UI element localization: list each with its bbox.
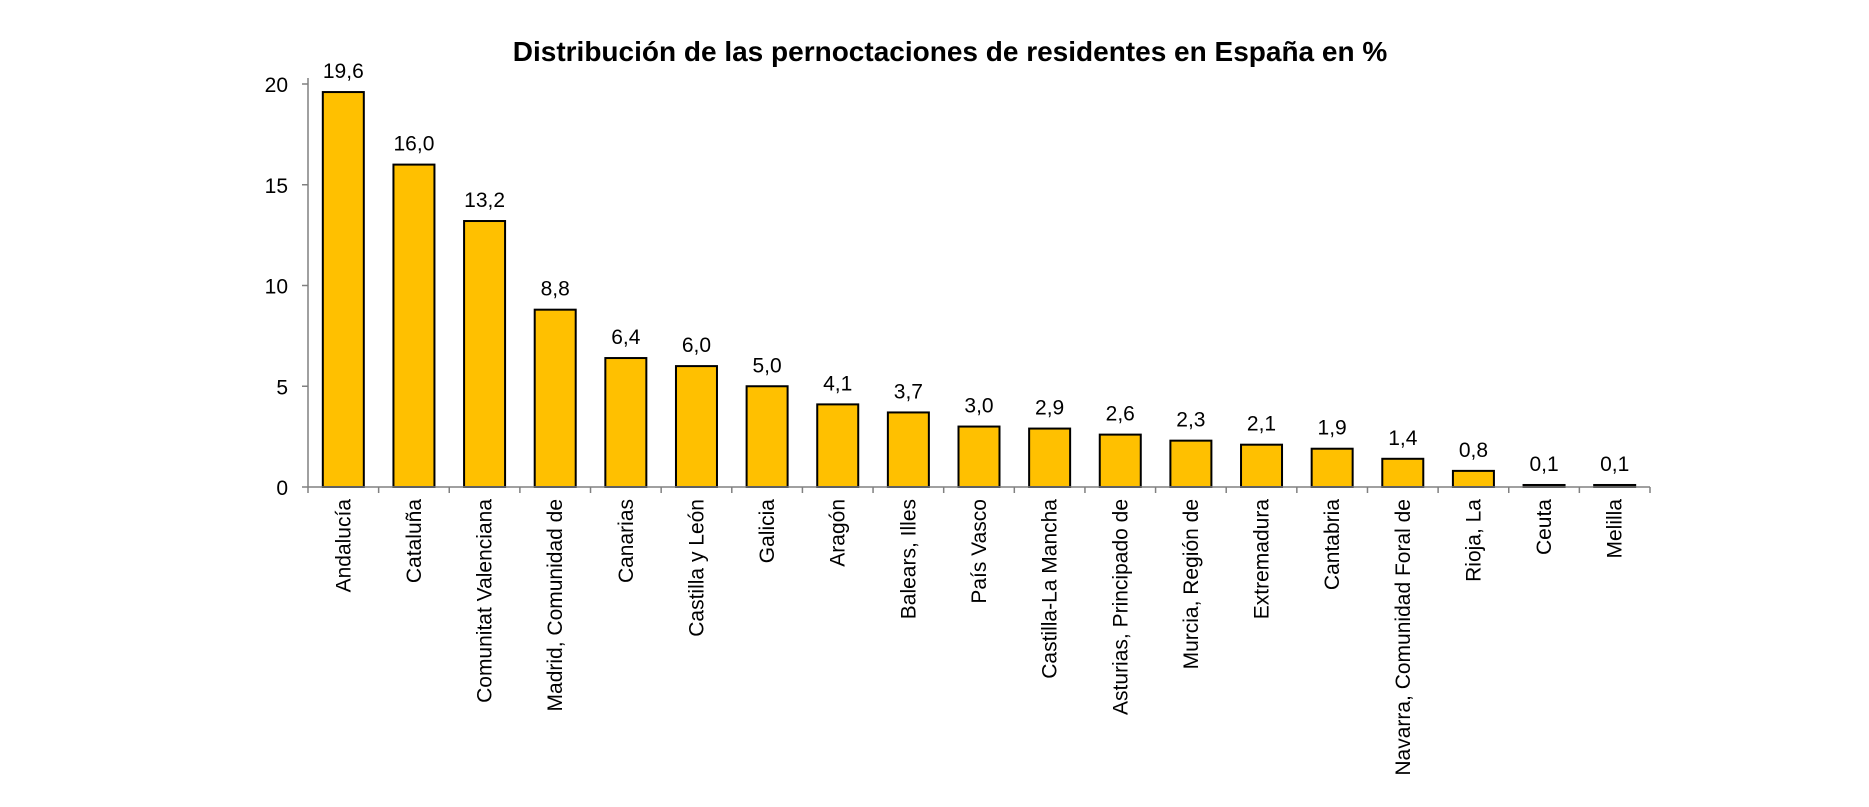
y-tick-label: 5 xyxy=(276,376,288,399)
x-tick-label: Canarias xyxy=(615,499,638,583)
bar-value-label: 3,7 xyxy=(894,380,923,403)
bar-value-label: 3,0 xyxy=(964,395,993,418)
y-tick-label: 10 xyxy=(265,276,288,299)
bar-value-label: 2,6 xyxy=(1106,403,1135,426)
bar xyxy=(745,385,789,488)
bar xyxy=(1310,447,1354,488)
bar xyxy=(392,163,436,488)
x-tick-label: Asturias, Principado de xyxy=(1109,499,1132,715)
x-tick-label: Ceuta xyxy=(1533,499,1556,555)
bar xyxy=(1098,433,1142,488)
bar-value-label: 16,0 xyxy=(394,133,435,156)
x-tick-label: Murcia, Región de xyxy=(1180,499,1203,669)
bar-value-label: 2,1 xyxy=(1247,413,1276,436)
bar xyxy=(533,308,577,488)
bar-value-label: 1,9 xyxy=(1318,417,1347,440)
bar xyxy=(674,365,718,489)
bar xyxy=(816,403,860,489)
bar-value-label: 6,4 xyxy=(611,326,641,349)
x-tick-label: Aragón xyxy=(827,499,850,567)
bar-value-label: 2,3 xyxy=(1176,409,1205,432)
bar xyxy=(1240,443,1284,488)
bar xyxy=(957,425,1001,488)
x-tick-label: País Vasco xyxy=(968,499,991,604)
bar-value-label: 1,4 xyxy=(1388,427,1418,450)
bar-value-label: 4,1 xyxy=(823,372,852,395)
x-tick-label: Madrid, Comunidad de xyxy=(544,499,567,711)
bar xyxy=(1028,427,1072,489)
x-tick-label: Rioja, La xyxy=(1462,499,1485,582)
y-tick-label: 0 xyxy=(276,477,288,500)
x-tick-label: Andalucía xyxy=(332,499,355,593)
chart-title: Distribución de las pernoctaciones de re… xyxy=(512,36,1388,67)
bar xyxy=(886,411,930,489)
bar xyxy=(1381,457,1425,489)
x-tick-label: Extremadura xyxy=(1251,499,1274,620)
x-tick-label: Cantabria xyxy=(1321,499,1344,590)
bar-value-label: 5,0 xyxy=(753,354,782,377)
y-axis: 0 5 10 15 20 xyxy=(265,74,309,500)
y-tick-label: 20 xyxy=(265,74,288,97)
x-tick-label: Balears, Illes xyxy=(897,499,920,619)
x-tick-label: Castilla y León xyxy=(685,499,708,637)
y-tick-label: 15 xyxy=(265,175,288,198)
bar xyxy=(604,357,648,489)
bar-value-label: 0,1 xyxy=(1600,453,1629,476)
bar xyxy=(1169,439,1213,488)
bar-value-label: 19,6 xyxy=(323,60,364,83)
bar xyxy=(463,220,507,489)
x-tick-label: Comunitat Valenciana xyxy=(474,499,497,703)
bar-value-label: 2,9 xyxy=(1035,397,1064,420)
bar-value-label: 0,8 xyxy=(1459,439,1488,462)
bar xyxy=(1451,469,1495,489)
bar-value-label: 13,2 xyxy=(464,189,505,212)
x-tick-label: Castilla-La Mancha xyxy=(1039,499,1062,679)
x-axis: Andalucía Cataluña Comunitat Valenciana Mad… xyxy=(307,486,1651,776)
bar-value-label: 8,8 xyxy=(541,278,570,301)
bar-value-label: 6,0 xyxy=(682,334,711,357)
bar-value-label: 0,1 xyxy=(1529,453,1558,476)
bar xyxy=(321,91,365,488)
x-tick-label: Cataluña xyxy=(403,499,426,583)
x-tick-label: Melilla xyxy=(1604,499,1627,559)
bars: 19,6 16,0 13,2 8,8 6,4 6,0 5,0 4,1 3,7 3,0 2,9 2,6 2… xyxy=(321,60,1637,489)
x-tick-label: Galicia xyxy=(756,499,779,564)
x-tick-label: Navarra, Comunidad Foral de xyxy=(1392,499,1415,776)
